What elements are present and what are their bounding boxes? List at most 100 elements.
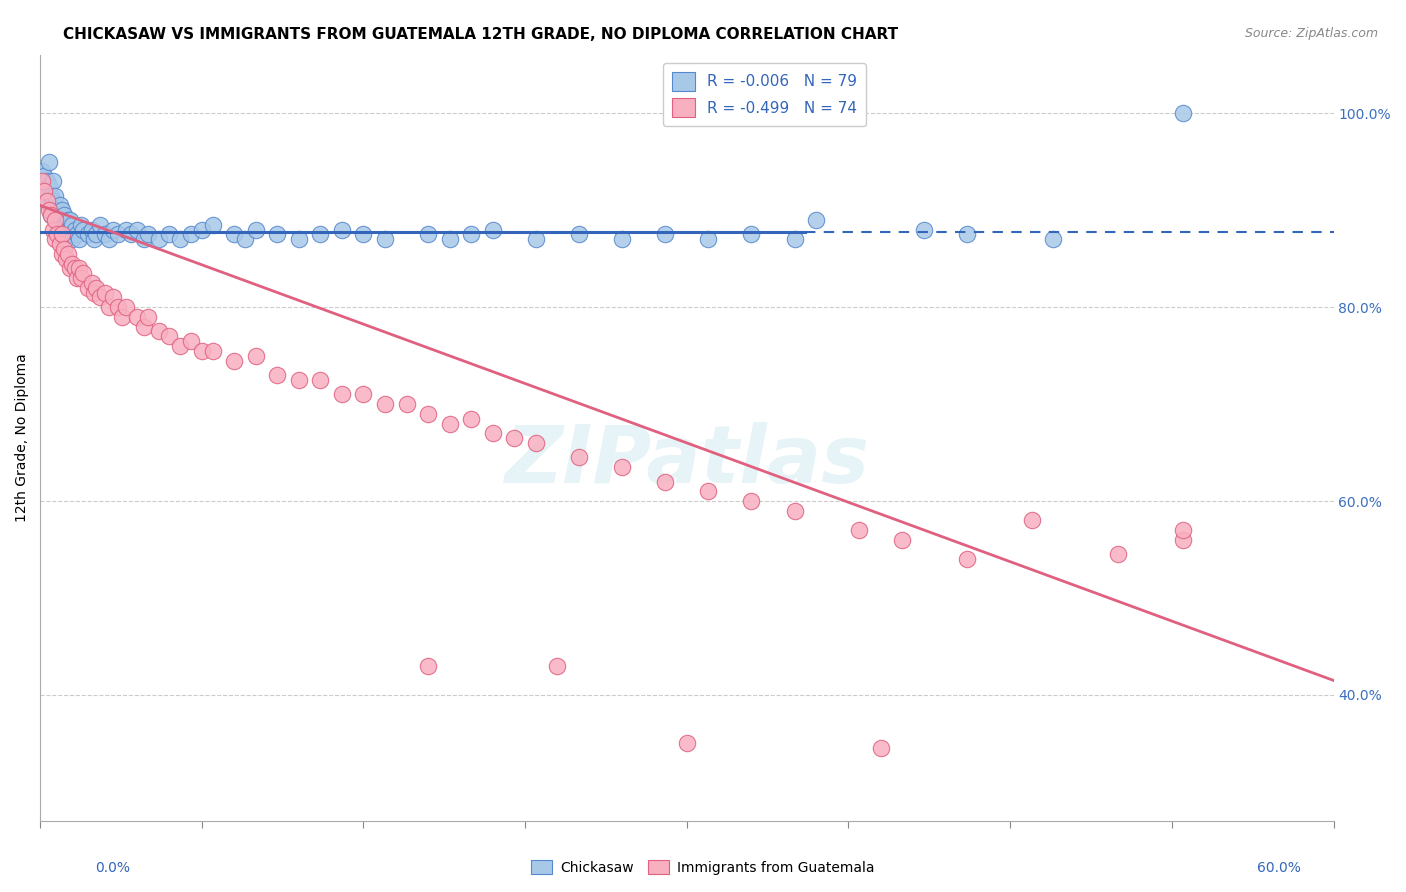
Point bbox=[524, 232, 547, 246]
Point bbox=[132, 319, 155, 334]
Point bbox=[418, 227, 440, 242]
Point bbox=[34, 169, 56, 184]
Text: CHICKASAW VS IMMIGRANTS FROM GUATEMALA 12TH GRADE, NO DIPLOMA CORRELATION CHART: CHICKASAW VS IMMIGRANTS FROM GUATEMALA 1… bbox=[63, 27, 898, 42]
Point bbox=[288, 373, 311, 387]
Legend: R = -0.006   N = 79, R = -0.499   N = 74: R = -0.006 N = 79, R = -0.499 N = 74 bbox=[662, 62, 866, 126]
Point bbox=[62, 232, 84, 246]
Text: Source: ZipAtlas.com: Source: ZipAtlas.com bbox=[1244, 27, 1378, 40]
Point bbox=[76, 281, 98, 295]
Point bbox=[169, 232, 191, 246]
Point bbox=[309, 373, 332, 387]
Point bbox=[94, 285, 117, 300]
Point bbox=[83, 285, 105, 300]
Point bbox=[697, 484, 720, 499]
Point bbox=[740, 494, 762, 508]
Y-axis label: 12th Grade, No Diploma: 12th Grade, No Diploma bbox=[15, 354, 30, 523]
Point bbox=[39, 208, 62, 222]
Point bbox=[51, 203, 73, 218]
Point bbox=[610, 460, 633, 475]
Point bbox=[94, 227, 117, 242]
Point bbox=[127, 222, 149, 236]
Point bbox=[62, 218, 84, 232]
Point bbox=[72, 222, 94, 236]
Point bbox=[62, 256, 84, 270]
Point bbox=[481, 426, 503, 441]
Point bbox=[107, 300, 129, 314]
Point bbox=[869, 741, 891, 756]
Point bbox=[89, 291, 111, 305]
Point bbox=[546, 659, 568, 673]
Point bbox=[804, 213, 827, 227]
Point bbox=[52, 242, 75, 256]
Point bbox=[148, 232, 170, 246]
Point bbox=[55, 252, 77, 266]
Point bbox=[245, 349, 267, 363]
Point bbox=[35, 174, 58, 188]
Point bbox=[191, 343, 214, 358]
Point bbox=[103, 291, 125, 305]
Point bbox=[159, 227, 181, 242]
Point bbox=[180, 334, 202, 348]
Text: 0.0%: 0.0% bbox=[96, 862, 131, 875]
Point bbox=[288, 232, 311, 246]
Point bbox=[66, 227, 89, 242]
Point bbox=[59, 261, 82, 276]
Point bbox=[374, 397, 396, 411]
Point bbox=[63, 222, 86, 236]
Point bbox=[70, 271, 93, 285]
Point bbox=[44, 232, 66, 246]
Point bbox=[63, 261, 86, 276]
Point bbox=[330, 222, 353, 236]
Point bbox=[56, 247, 79, 261]
Point bbox=[51, 247, 73, 261]
Point bbox=[654, 227, 676, 242]
Point bbox=[83, 232, 105, 246]
Point bbox=[460, 411, 482, 425]
Point bbox=[309, 227, 332, 242]
Point bbox=[956, 227, 979, 242]
Point bbox=[740, 227, 762, 242]
Point bbox=[568, 450, 591, 465]
Point bbox=[460, 227, 482, 242]
Point bbox=[353, 387, 375, 401]
Point bbox=[38, 203, 60, 218]
Point bbox=[956, 552, 979, 566]
Point bbox=[136, 310, 159, 324]
Point bbox=[34, 184, 56, 198]
Point bbox=[51, 227, 73, 242]
Point bbox=[115, 222, 138, 236]
Point bbox=[98, 300, 121, 314]
Point bbox=[46, 227, 69, 242]
Point bbox=[55, 232, 77, 246]
Point bbox=[55, 218, 77, 232]
Point bbox=[35, 194, 58, 208]
Point bbox=[1042, 232, 1064, 246]
Point bbox=[266, 368, 288, 382]
Point bbox=[330, 387, 353, 401]
Point bbox=[783, 504, 806, 518]
Point bbox=[568, 227, 591, 242]
Point bbox=[56, 213, 79, 227]
Point bbox=[107, 227, 129, 242]
Point bbox=[52, 208, 75, 222]
Point bbox=[148, 325, 170, 339]
Point bbox=[42, 222, 65, 236]
Point bbox=[697, 232, 720, 246]
Point bbox=[39, 188, 62, 202]
Point bbox=[783, 232, 806, 246]
Point bbox=[120, 227, 142, 242]
Point bbox=[224, 227, 246, 242]
Point bbox=[67, 261, 90, 276]
Point bbox=[180, 227, 202, 242]
Point bbox=[115, 300, 138, 314]
Point bbox=[654, 475, 676, 489]
Point bbox=[70, 218, 93, 232]
Point bbox=[44, 213, 66, 227]
Point bbox=[191, 222, 214, 236]
Point bbox=[48, 218, 70, 232]
Point bbox=[159, 329, 181, 343]
Point bbox=[84, 227, 107, 242]
Point bbox=[1171, 523, 1194, 537]
Point bbox=[35, 194, 58, 208]
Point bbox=[201, 218, 224, 232]
